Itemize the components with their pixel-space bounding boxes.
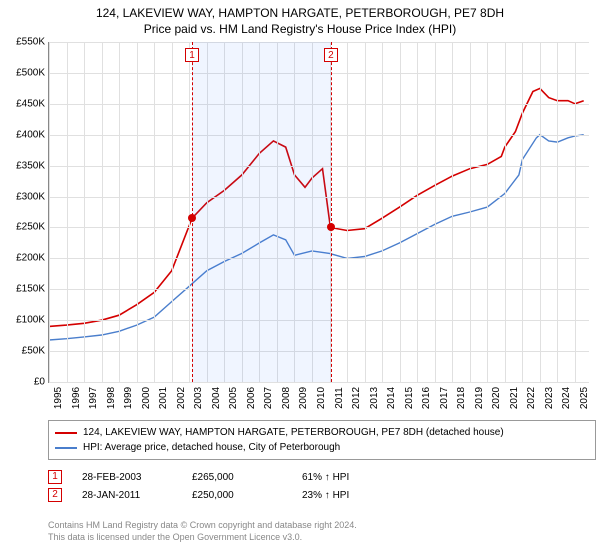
x-axis-label: 2004: [207, 387, 222, 409]
legend-label: HPI: Average price, detached house, City…: [83, 440, 340, 455]
marker-number-box: 2: [324, 48, 338, 62]
grid-line-v: [172, 42, 173, 382]
grid-line-v: [102, 42, 103, 382]
x-axis-label: 2016: [417, 387, 432, 409]
event-date: 28-JAN-2011: [82, 490, 172, 501]
grid-line-v: [505, 42, 506, 382]
grid-line-v: [487, 42, 488, 382]
x-axis-label: 1995: [49, 387, 64, 409]
sale-events-table: 1 28-FEB-2003 £265,000 61% ↑ HPI 2 28-JAN-201…: [48, 466, 392, 506]
x-axis-label: 2009: [294, 387, 309, 409]
event-marker-box: 2: [48, 488, 62, 502]
y-axis-label: £350K: [16, 160, 49, 171]
event-row: 1 28-FEB-2003 £265,000 61% ↑ HPI: [48, 470, 392, 484]
grid-line-v: [382, 42, 383, 382]
grid-line-v: [435, 42, 436, 382]
legend-item: 124, LAKEVIEW WAY, HAMPTON HARGATE, PETE…: [55, 425, 589, 440]
y-axis-label: £200K: [16, 253, 49, 264]
x-axis-label: 2013: [365, 387, 380, 409]
event-price: £250,000: [192, 490, 282, 501]
x-axis-label: 2006: [242, 387, 257, 409]
x-axis-label: 2005: [224, 387, 239, 409]
x-axis-label: 2019: [470, 387, 485, 409]
event-marker-box: 1: [48, 470, 62, 484]
y-axis-label: £50K: [22, 346, 49, 357]
grid-line-v: [119, 42, 120, 382]
y-axis-label: £500K: [16, 67, 49, 78]
title-line-2: Price paid vs. HM Land Registry's House …: [0, 22, 600, 38]
x-axis-label: 2003: [189, 387, 204, 409]
event-row: 2 28-JAN-2011 £250,000 23% ↑ HPI: [48, 488, 392, 502]
grid-line-v: [347, 42, 348, 382]
x-axis-label: 2011: [330, 387, 345, 409]
footnote-line-1: Contains HM Land Registry data © Crown c…: [48, 520, 357, 532]
legend-swatch: [55, 447, 77, 449]
event-delta: 23% ↑ HPI: [302, 490, 392, 501]
grid-line-v: [557, 42, 558, 382]
x-axis-label: 2021: [505, 387, 520, 409]
event-date: 28-FEB-2003: [82, 472, 172, 483]
x-axis-label: 2018: [452, 387, 467, 409]
footnote: Contains HM Land Registry data © Crown c…: [48, 520, 357, 543]
sale-point: [188, 214, 196, 222]
title-line-1: 124, LAKEVIEW WAY, HAMPTON HARGATE, PETE…: [0, 0, 600, 22]
x-axis-label: 2014: [382, 387, 397, 409]
footnote-line-2: This data is licensed under the Open Gov…: [48, 532, 357, 544]
plot-area: £0£50K£100K£150K£200K£250K£300K£350K£400…: [48, 42, 589, 383]
x-axis-label: 2012: [347, 387, 362, 409]
x-axis-label: 2020: [487, 387, 502, 409]
grid-line-v: [154, 42, 155, 382]
x-axis-label: 2025: [575, 387, 590, 409]
marker-dashed-line: [192, 42, 193, 382]
marker-number-box: 1: [185, 48, 199, 62]
y-axis-label: £400K: [16, 129, 49, 140]
x-axis-label: 1998: [102, 387, 117, 409]
legend-swatch: [55, 432, 77, 434]
grid-line-v: [49, 42, 50, 382]
x-axis-label: 2015: [400, 387, 415, 409]
grid-line-v: [365, 42, 366, 382]
y-axis-label: £250K: [16, 222, 49, 233]
legend: 124, LAKEVIEW WAY, HAMPTON HARGATE, PETE…: [48, 420, 596, 460]
sale-point: [327, 223, 335, 231]
y-axis-label: £100K: [16, 315, 49, 326]
x-axis-label: 1997: [84, 387, 99, 409]
x-axis-label: 1996: [67, 387, 82, 409]
highlight-band: [192, 42, 331, 382]
grid-line-v: [575, 42, 576, 382]
grid-line-v: [137, 42, 138, 382]
grid-line-v: [400, 42, 401, 382]
x-axis-label: 2001: [154, 387, 169, 409]
y-axis-label: £450K: [16, 98, 49, 109]
x-axis-label: 2017: [435, 387, 450, 409]
event-price: £265,000: [192, 472, 282, 483]
grid-line-h: [49, 382, 589, 383]
x-axis-label: 1999: [119, 387, 134, 409]
grid-line-v: [452, 42, 453, 382]
x-axis-label: 2023: [540, 387, 555, 409]
grid-line-v: [470, 42, 471, 382]
grid-line-v: [417, 42, 418, 382]
y-axis-label: £0: [34, 377, 49, 388]
y-axis-label: £550K: [16, 37, 49, 48]
y-axis-label: £300K: [16, 191, 49, 202]
y-axis-label: £150K: [16, 284, 49, 295]
x-axis-label: 2000: [137, 387, 152, 409]
grid-line-v: [67, 42, 68, 382]
grid-line-v: [522, 42, 523, 382]
x-axis-label: 2024: [557, 387, 572, 409]
grid-line-v: [189, 42, 190, 382]
x-axis-label: 2002: [172, 387, 187, 409]
x-axis-label: 2007: [259, 387, 274, 409]
grid-line-v: [540, 42, 541, 382]
marker-dashed-line: [331, 42, 332, 382]
x-axis-label: 2022: [522, 387, 537, 409]
legend-label: 124, LAKEVIEW WAY, HAMPTON HARGATE, PETE…: [83, 425, 504, 440]
x-axis-label: 2008: [277, 387, 292, 409]
legend-item: HPI: Average price, detached house, City…: [55, 440, 589, 455]
grid-line-v: [84, 42, 85, 382]
event-delta: 61% ↑ HPI: [302, 472, 392, 483]
chart-container: 124, LAKEVIEW WAY, HAMPTON HARGATE, PETE…: [0, 0, 600, 560]
x-axis-label: 2010: [312, 387, 327, 409]
